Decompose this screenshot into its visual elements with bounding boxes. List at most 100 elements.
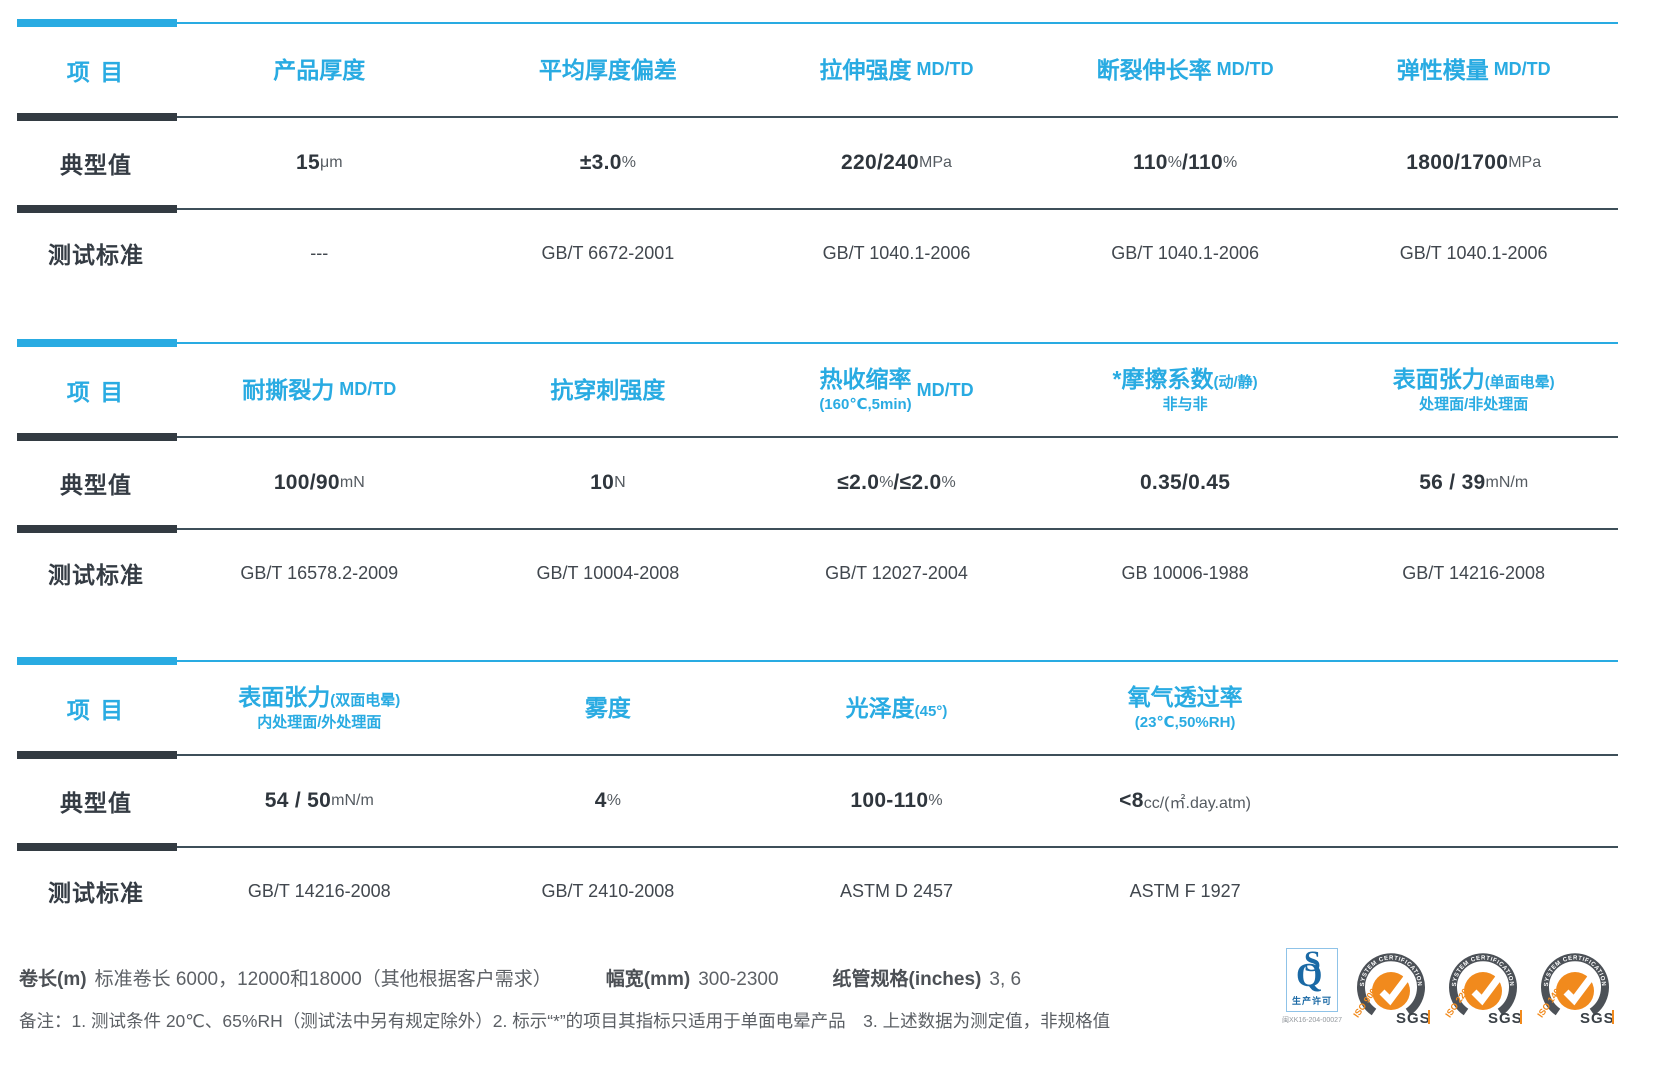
roll-length-spec: 卷长(m) 标准卷长 6000，12000和18000（其他根据客户需求） (19, 969, 552, 990)
sgs-label: SGS (1396, 1010, 1431, 1025)
sgs-iso22000-badge: SYSTEM CERTIFICATION ISO 22000 SGS (1443, 953, 1523, 1025)
header-title: 光泽度 (845, 694, 915, 721)
test-standard-row: 测试标准 GB/T 16578.2-2009 GB/T 10004-2008 G… (17, 525, 1618, 616)
header-md-td: MD/TD (1216, 59, 1274, 80)
typical-value-cell (1329, 756, 1618, 846)
item-label: 项 目 (66, 697, 126, 723)
standard-cell: GB/T 6672-2001 (541, 242, 675, 263)
check-icon (1563, 973, 1595, 1006)
sgs-label: SGS (1488, 1010, 1523, 1025)
badge-arc (1357, 953, 1425, 1016)
column-header: 热收缩率 (160℃,5min) MD/TD (752, 344, 1041, 436)
badge-arc (1541, 953, 1609, 1016)
column-header (1329, 662, 1618, 754)
row-label-cell: 典型值 (17, 756, 175, 846)
header-title: 耐撕裂力 (242, 376, 335, 403)
typical-label: 典型值 (60, 790, 132, 816)
roll-specs-line: 卷长(m) 标准卷长 6000，12000和18000（其他根据客户需求） 幅宽(… (19, 964, 1639, 991)
header-title: 断裂伸长率 (1096, 56, 1212, 83)
certification-logos: Q S 生产许可 闽XK16-204-00027 SYSTEM CERTIFIC… (1282, 945, 1616, 1025)
typical-value-row: 典型值 15 μm ±3.0% 220/240 MPa 110% / 110% 18… (17, 113, 1618, 208)
header-title: 弹性模量 (1396, 56, 1489, 83)
column-header: 断裂伸长率 MD/TD (1041, 24, 1330, 116)
typical-value-cell: ≤2.0% / ≤2.0% (837, 471, 956, 494)
typical-value-cell: 4% (594, 789, 621, 812)
column-header: 光泽度 (45°) (752, 662, 1041, 754)
header-md-td: MD/TD (1493, 59, 1551, 80)
spec-table-3: 项 目 表面张力 (双面电晕) 内处理面/外处理面 雾度 光泽度 (45°) 氧气透过… (17, 657, 1618, 934)
badge-arc (1449, 953, 1517, 1016)
header-md-td: MD/TD (339, 379, 397, 400)
typical-value-cell: 56 / 39 mN/m (1419, 471, 1529, 494)
header-paren: (双面电晕) (330, 692, 401, 710)
column-header: 拉伸强度 MD/TD (752, 24, 1041, 116)
web-width-spec: 幅宽(mm) 300-2300 (605, 969, 779, 990)
header-md-td: MD/TD (916, 379, 974, 400)
typical-value-cell: 1800/1700 MPa (1406, 151, 1542, 174)
column-header: 表面张力 (单面电晕) 处理面/非处理面 (1329, 344, 1618, 436)
item-label-cell: 项 目 (17, 24, 175, 116)
header-subline: (23℃,50%RH) (1134, 714, 1236, 732)
standard-cell: GB/T 1040.1-2006 (1399, 242, 1548, 263)
row-label-cell: 测试标准 (17, 530, 175, 616)
test-standard-row: 测试标准 --- GB/T 6672-2001 GB/T 1040.1-2006… (17, 205, 1618, 296)
header-title: 表面张力 (1392, 366, 1485, 393)
item-label-cell: 项 目 (17, 344, 175, 436)
header-title: 抗穿刺强度 (550, 376, 666, 403)
standard-cell: GB/T 14216-2008 (1402, 562, 1546, 583)
qs-production-license-logo: Q S 生产许可 闽XK16-204-00027 (1282, 945, 1342, 1025)
header-row: 项 目 产品厚度 平均厚度偏差 拉伸强度 MD/TD 断裂伸长率 MD/TD 弹性模… (17, 19, 1618, 116)
column-header: 表面张力 (双面电晕) 内处理面/外处理面 (175, 662, 464, 754)
standard-cell: ASTM D 2457 (839, 880, 954, 901)
header-subline: (160℃,5min) (819, 396, 912, 414)
header-title: 产品厚度 (273, 56, 366, 83)
row-label-cell: 测试标准 (17, 210, 175, 296)
standard-cell: GB/T 1040.1-2006 (822, 242, 971, 263)
typical-value-cell: 0.35/0.45 (1139, 471, 1231, 494)
typical-label: 典型值 (60, 472, 132, 498)
typical-value-cell: 100-110% (850, 789, 943, 812)
standard-cell (1329, 848, 1618, 934)
header-row: 项 目 表面张力 (双面电晕) 内处理面/外处理面 雾度 光泽度 (45°) 氧气透过… (17, 657, 1618, 754)
sgs-iso9001-badge: SYSTEM CERTIFICATION ISO 9001 SGS (1351, 953, 1431, 1025)
header-title: 拉伸强度 (819, 56, 912, 83)
typical-value-cell: 15 μm (296, 151, 343, 174)
column-header: 产品厚度 (175, 24, 464, 116)
typical-value-cell: 100/90 mN (273, 471, 365, 494)
spec-table-1: 项 目 产品厚度 平均厚度偏差 拉伸强度 MD/TD 断裂伸长率 MD/TD 弹性模… (17, 19, 1618, 296)
spec-table-2: 项 目 耐撕裂力 MD/TD 抗穿刺强度 热收缩率 (160℃,5min) MD/TD… (17, 339, 1618, 616)
header-md-td: MD/TD (916, 59, 974, 80)
typical-value-cell: 220/240 MPa (841, 151, 952, 174)
standard-cell: GB/T 14216-2008 (247, 880, 391, 901)
standard-cell: ASTM F 1927 (1129, 880, 1241, 901)
header-title: 平均厚度偏差 (538, 56, 677, 83)
standard-label: 测试标准 (48, 880, 144, 906)
column-header: 雾度 (464, 662, 753, 754)
header-paren: (45°) (914, 702, 948, 720)
qs-license-code: 闽XK16-204-00027 (1282, 1017, 1342, 1024)
standard-cell: GB 10006-1988 (1121, 562, 1249, 583)
test-standard-row: 测试标准 GB/T 14216-2008 GB/T 2410-2008 ASTM… (17, 843, 1618, 934)
standard-cell: GB/T 2410-2008 (541, 880, 675, 901)
column-header: *摩擦系数 (动/静) 非与非 (1041, 344, 1330, 436)
column-header: 平均厚度偏差 (464, 24, 753, 116)
sgs-label: SGS (1580, 1010, 1615, 1025)
check-icon (1379, 973, 1411, 1006)
column-header: 氧气透过率 (23℃,50%RH) (1041, 662, 1330, 754)
header-paren: (动/静) (1213, 374, 1258, 392)
header-subline: 处理面/非处理面 (1419, 396, 1529, 414)
header-title: 表面张力 (238, 684, 331, 711)
header-subline: 内处理面/外处理面 (257, 714, 382, 732)
header-title: *摩擦系数 (1112, 366, 1214, 393)
standard-cell: GB/T 16578.2-2009 (240, 562, 399, 583)
typical-value-cell: 54 / 50 mN/m (264, 789, 374, 812)
core-size-spec: 纸管规格(inches) 3, 6 (832, 969, 1022, 990)
qs-mark-icon: Q S (1296, 945, 1323, 994)
header-row: 项 目 耐撕裂力 MD/TD 抗穿刺强度 热收缩率 (160℃,5min) MD/TD… (17, 339, 1618, 436)
typical-value-cell: 10 N (590, 471, 626, 494)
standard-cell: GB/T 12027-2004 (825, 562, 968, 583)
standard-label: 测试标准 (48, 562, 144, 588)
standard-label: 测试标准 (48, 242, 144, 268)
header-subline: 非与非 (1162, 396, 1208, 414)
header-title: 热收缩率 (819, 366, 912, 393)
